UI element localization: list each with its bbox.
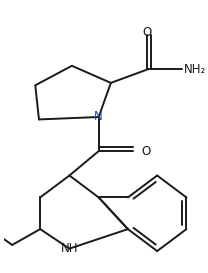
Text: O: O — [143, 26, 152, 39]
Text: NH: NH — [61, 242, 78, 255]
Text: NH₂: NH₂ — [184, 63, 206, 76]
Text: O: O — [142, 145, 151, 158]
Text: N: N — [94, 111, 103, 123]
